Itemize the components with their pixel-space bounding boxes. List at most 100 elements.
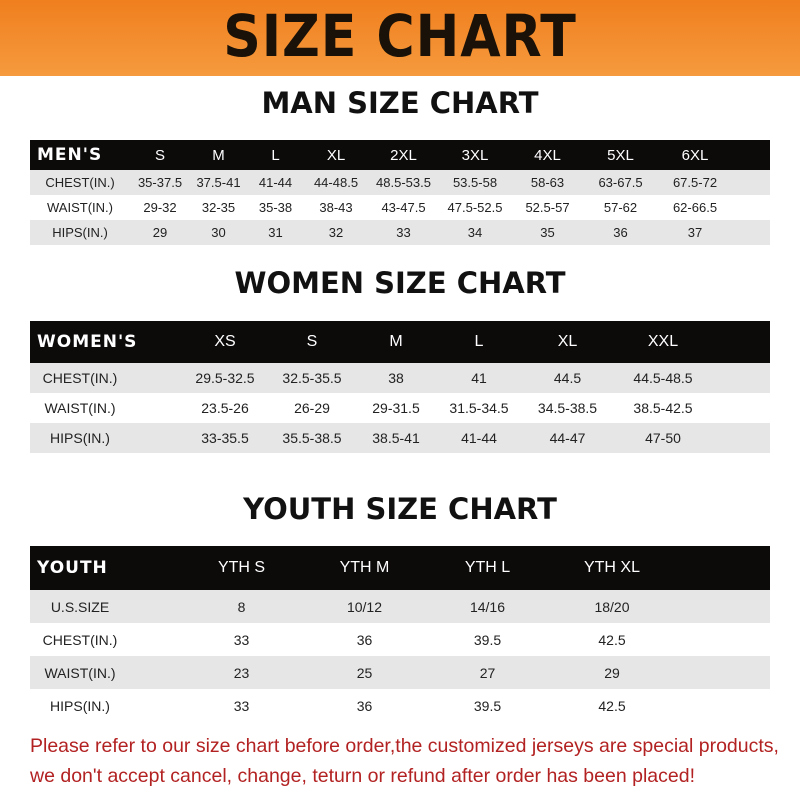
cell: 2XL	[390, 146, 417, 164]
row-label: CHEST(IN.)	[45, 175, 115, 190]
cell: 44.5-48.5	[633, 370, 693, 386]
table-row: WAIST(IN.) 23.5-26 26-29 29-31.5 31.5-34.5 34…	[30, 393, 770, 423]
cell: 34	[467, 225, 483, 240]
row-label: HIPS(IN.)	[50, 697, 110, 714]
cell: YTH M	[339, 559, 390, 576]
table-row: HIPS(IN.) 33 36 39.5 42.5	[30, 689, 770, 722]
cell: 38.5-42.5	[633, 400, 693, 416]
cell: S	[306, 333, 318, 350]
cell: M	[389, 333, 403, 350]
cell: 35-38	[258, 200, 293, 215]
women-section-title: WOMEN SIZE CHART	[234, 266, 566, 300]
cell: 29	[152, 225, 168, 240]
cell: 18/20	[594, 598, 630, 615]
cell: 44-48.5	[313, 175, 359, 190]
cell: 39.5	[473, 631, 502, 648]
row-label: WOMEN'S	[37, 332, 138, 352]
cell: 39.5	[473, 697, 502, 714]
cell: 33	[396, 225, 411, 240]
table-header-row: YOUTH YTH S YTH M YTH L YTH XL	[30, 546, 770, 590]
row-label: WAIST(IN.)	[44, 664, 116, 681]
title-banner: SIZE CHART	[0, 0, 800, 76]
table-row: CHEST(IN.) 33 36 39.5 42.5	[30, 623, 770, 656]
order-notice-line-1: Please refer to our size chart before or…	[30, 735, 779, 757]
cell: YTH L	[464, 559, 511, 576]
cell: 25	[356, 664, 373, 681]
cell: 38.5-41	[372, 430, 420, 446]
cell: 41-44	[461, 430, 497, 446]
cell: L	[271, 146, 280, 164]
row-label: HIPS(IN.)	[52, 225, 108, 240]
cell: 6XL	[681, 146, 709, 164]
cell: 26-29	[294, 400, 330, 416]
youth-size-table: YOUTH YTH S YTH M YTH L YTH XL U.S.SIZE 8 10/12…	[30, 546, 770, 722]
table-header-row: WOMEN'S XS S M L XL XXL	[30, 321, 770, 363]
cell: L	[474, 333, 484, 350]
row-label: CHEST(IN.)	[42, 370, 118, 386]
table-row: WAIST(IN.) 29-32 32-35 35-38 38-43 43-47.5 47.…	[30, 195, 770, 220]
table-row: U.S.SIZE 8 10/12 14/16 18/20	[30, 590, 770, 623]
cell: 35.5-38.5	[282, 430, 342, 446]
women-size-table: WOMEN'S XS S M L XL XXL CHEST(IN.) 29.5-32.5 32.5…	[30, 321, 770, 453]
order-notice-line-2: we don't accept cancel, change, teturn o…	[30, 765, 695, 787]
cell: 41	[471, 370, 487, 386]
page-title: SIZE CHART	[223, 2, 577, 70]
row-label: HIPS(IN.)	[50, 430, 110, 446]
table-row: HIPS(IN.) 33-35.5 35.5-38.5 38.5-41 41-44 44-…	[30, 423, 770, 453]
cell: 8	[237, 598, 246, 615]
cell: 33	[233, 631, 250, 648]
row-label: MEN'S	[37, 145, 103, 165]
cell: 47.5-52.5	[447, 200, 503, 215]
cell: 31	[268, 225, 283, 240]
table-row: CHEST(IN.) 35-37.5 37.5-41 41-44 44-48.5 48.5…	[30, 170, 770, 195]
cell: 34.5-38.5	[537, 400, 598, 416]
cell: 42.5	[598, 697, 626, 714]
cell: 35	[540, 225, 555, 240]
cell: 3XL	[461, 146, 489, 164]
cell: 58-63	[530, 175, 565, 190]
cell: S	[154, 146, 165, 164]
cell: 48.5-53.5	[376, 175, 431, 190]
row-label: WAIST(IN.)	[47, 200, 113, 215]
men-section-title: MAN SIZE CHART	[261, 86, 539, 120]
cell: 32.5-35.5	[282, 370, 342, 386]
cell: 29-32	[143, 200, 177, 215]
cell: 10/12	[346, 598, 383, 615]
cell: XL	[326, 146, 346, 164]
cell: 33	[233, 697, 250, 714]
cell: YTH XL	[583, 559, 640, 576]
cell: 31.5-34.5	[449, 400, 509, 416]
cell: 37.5-41	[196, 175, 241, 190]
cell: 35-37.5	[137, 175, 183, 190]
row-label: YOUTH	[37, 558, 108, 578]
cell: 44.5	[553, 370, 582, 386]
cell: XL	[557, 333, 578, 350]
cell: 37	[687, 225, 703, 240]
cell: 57-62	[603, 200, 638, 215]
cell: 47-50	[645, 430, 681, 446]
table-row: WAIST(IN.) 23 25 27 29	[30, 656, 770, 689]
row-label: CHEST(IN.)	[42, 631, 118, 648]
cell: 29-31.5	[372, 400, 420, 416]
cell: XS	[214, 333, 236, 350]
cell: XXL	[647, 333, 679, 350]
table-row: HIPS(IN.) 29 30 31 32 33 34 35 36 37	[30, 220, 770, 245]
row-label: U.S.SIZE	[50, 598, 110, 615]
cell: YTH S	[217, 559, 266, 576]
youth-section-title: YOUTH SIZE CHART	[243, 492, 557, 526]
cell: 44-47	[549, 430, 586, 446]
cell: 38	[388, 370, 404, 386]
row-label: WAIST(IN.)	[44, 400, 116, 416]
cell: 36	[356, 697, 373, 714]
cell: 32-35	[201, 200, 236, 215]
cell: 5XL	[607, 146, 634, 164]
cell: M	[212, 146, 225, 164]
cell: 23	[233, 664, 250, 681]
cell: 52.5-57	[525, 200, 570, 215]
cell: 43-47.5	[381, 200, 426, 215]
cell: 4XL	[534, 146, 561, 164]
cell: 36	[356, 631, 373, 648]
men-size-table: MEN'S S M L XL 2XL 3XL 4XL 5XL 6XL CHEST(IN.) 35-37…	[30, 140, 770, 245]
cell: 32	[328, 225, 344, 240]
cell: 27	[479, 664, 496, 681]
